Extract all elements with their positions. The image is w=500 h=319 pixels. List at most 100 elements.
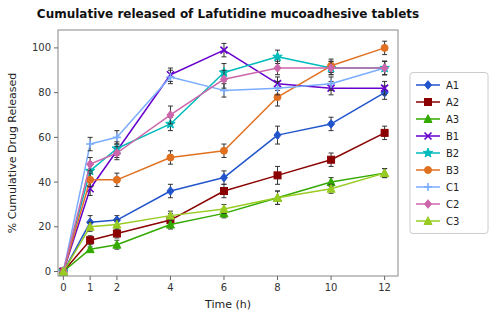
data-point (220, 47, 227, 54)
data-point (274, 131, 281, 140)
x-tick (331, 276, 332, 280)
x-tick-label: 12 (378, 282, 391, 293)
series (60, 41, 388, 275)
data-point (380, 63, 390, 72)
series (59, 169, 388, 275)
data-point (113, 240, 121, 248)
x-tick (170, 276, 171, 280)
y-axis-label: % Cumulative Drug Released (6, 73, 19, 234)
data-point (220, 75, 227, 84)
y-tick (54, 182, 58, 183)
y-tick-label: 0 (45, 266, 51, 277)
error-bar (275, 61, 280, 74)
x-tick-label: 6 (221, 282, 227, 293)
x-tick-label: 8 (274, 282, 280, 293)
data-point (59, 267, 67, 275)
data-point (327, 80, 335, 88)
data-point (274, 172, 281, 179)
x-tick (116, 276, 117, 280)
series-line (63, 50, 384, 271)
data-point (328, 120, 335, 129)
y-tick (54, 137, 58, 138)
error-bar (329, 117, 334, 130)
data-point (381, 44, 388, 51)
data-point (86, 245, 94, 253)
y-tick (54, 92, 58, 93)
legend-label: C1 (446, 182, 459, 193)
x-tick-label: 4 (167, 282, 173, 293)
legend-box (410, 73, 488, 234)
data-layer (59, 41, 390, 276)
data-point (60, 268, 67, 275)
legend-marker (425, 99, 432, 106)
data-point (60, 268, 67, 275)
legend-marker (425, 133, 432, 140)
error-bar (221, 144, 226, 157)
series (59, 169, 388, 275)
data-point (59, 267, 67, 275)
data-point (113, 176, 120, 183)
error-bar (114, 173, 119, 186)
data-point (113, 133, 121, 141)
x-tick-label: 2 (114, 282, 120, 293)
data-point (59, 268, 67, 276)
legend-label: B2 (446, 148, 459, 159)
data-point (381, 129, 388, 136)
data-point (220, 173, 227, 182)
data-point (167, 111, 174, 120)
y-tick (54, 47, 58, 48)
y-tick-label: 20 (38, 221, 51, 232)
y-tick-label: 100 (32, 42, 51, 53)
data-point (274, 84, 282, 92)
data-point (273, 52, 283, 61)
error-bar (382, 126, 387, 139)
error-bar (168, 106, 173, 124)
error-bar (221, 171, 226, 184)
legend-marker (424, 183, 432, 191)
data-point (326, 63, 336, 72)
data-point (167, 187, 174, 196)
legend-marker (425, 200, 432, 209)
series (60, 126, 388, 275)
error-bar (221, 184, 226, 197)
legend-label: C3 (446, 216, 459, 227)
series-line (63, 57, 384, 272)
legend-marker (424, 115, 432, 123)
data-point (328, 156, 335, 163)
error-bar (275, 166, 280, 184)
data-point (381, 64, 389, 72)
error-bar (88, 173, 93, 186)
series-line (63, 48, 384, 272)
series (60, 43, 388, 275)
legend-label: A2 (446, 97, 459, 108)
data-point (166, 220, 174, 228)
data-point (381, 169, 389, 177)
legend-marker (425, 167, 432, 174)
x-tick (90, 276, 91, 280)
x-tick-label: 1 (87, 282, 93, 293)
data-point (60, 268, 67, 275)
error-bar (114, 229, 119, 238)
chart-title: Cumulative released of Lafutidine mucoad… (37, 7, 419, 21)
x-tick-label: 10 (325, 282, 338, 293)
legend-label: C2 (446, 199, 459, 210)
error-bar (275, 126, 280, 144)
data-point (59, 267, 69, 276)
series (59, 61, 388, 275)
legend-label: A1 (446, 80, 459, 91)
data-point (113, 230, 120, 237)
error-bar (329, 153, 334, 166)
series (60, 86, 388, 276)
x-tick (384, 276, 385, 280)
x-tick (277, 276, 278, 280)
data-point (220, 188, 227, 195)
data-point (166, 73, 174, 81)
series (59, 50, 390, 275)
error-bar (382, 81, 387, 94)
y-tick (54, 271, 58, 272)
data-point (166, 211, 174, 219)
series-line (63, 173, 384, 271)
data-point (274, 64, 281, 73)
series (60, 61, 388, 276)
legend-marker (423, 148, 433, 157)
